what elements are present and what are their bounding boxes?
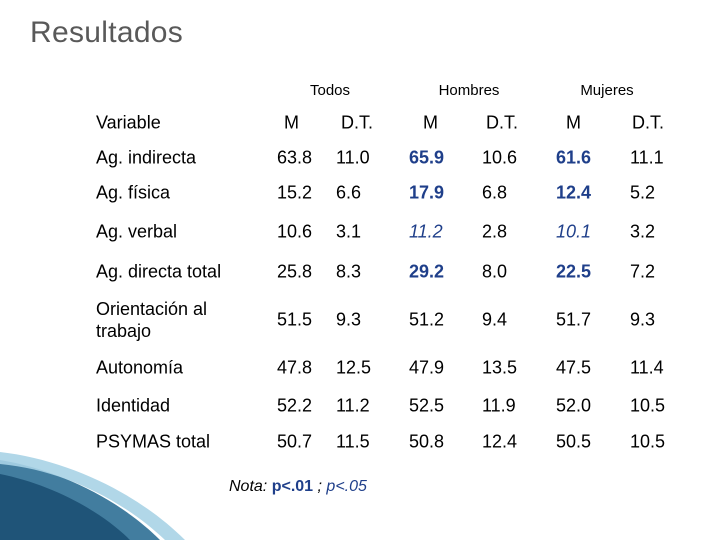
- row-label: Autonomía: [96, 357, 184, 378]
- slide-title: Resultados: [30, 16, 184, 49]
- group-header-mujeres: Mujeres: [580, 82, 634, 99]
- header-m-hombres: M: [423, 112, 438, 133]
- table-cell: 51.2: [409, 309, 445, 330]
- table-cell: 65.9: [409, 147, 445, 168]
- table-cell: 9.3: [336, 309, 362, 330]
- note-bold-part: p<.01: [271, 478, 314, 495]
- table-cell: 3.1: [336, 221, 362, 242]
- table-row: Autonomía 47.8 12.5 47.9 13.5 47.5 11.4: [0, 358, 720, 398]
- table-cell: 12.4: [482, 431, 518, 452]
- table-cell: 11.2: [336, 395, 370, 416]
- table-cell: 47.8: [277, 357, 313, 378]
- table-cell: 63.8: [277, 147, 313, 168]
- table-header-row: Variable M D.T. M D.T. M D.T.: [0, 113, 720, 153]
- table-cell: 15.2: [277, 182, 313, 203]
- header-dt-hombres: D.T.: [486, 112, 519, 133]
- table-cell: 47.9: [409, 357, 445, 378]
- header-variable: Variable: [96, 112, 161, 133]
- group-header-todos: Todos: [309, 82, 351, 99]
- row-label: PSYMAS total: [96, 431, 211, 452]
- table-cell: 10.5: [630, 431, 666, 452]
- table-cell: 7.2: [630, 261, 656, 282]
- table-cell: 11.5: [336, 431, 370, 452]
- table-cell: 11.9: [482, 395, 516, 416]
- table-cell: 11.1: [630, 147, 664, 168]
- note-separator: ;: [317, 478, 322, 495]
- table-cell: 51.5: [277, 309, 313, 330]
- table-row: Ag. física 15.2 6.6 17.9 6.8 12.4 5.2: [0, 183, 720, 223]
- table-cell: 17.9: [409, 182, 445, 203]
- table-cell: 22.5: [556, 261, 592, 282]
- table-cell: 10.6: [482, 147, 518, 168]
- table-row: Ag. verbal 10.6 3.1 11.2 2.8 10.1 3.2: [0, 222, 720, 262]
- table-cell: 52.5: [409, 395, 445, 416]
- table-row: Orientación al trabajo 51.5 9.3 51.2 9.4 51.7…: [0, 299, 720, 350]
- table-cell: 50.5: [556, 431, 592, 452]
- header-dt-mujeres: D.T.: [632, 112, 665, 133]
- table-cell: 13.5: [482, 357, 518, 378]
- table-cell: 61.6: [556, 147, 592, 168]
- note-prefix: Nota:: [229, 478, 268, 495]
- table-cell: 12.4: [556, 182, 592, 203]
- table-cell: 29.2: [409, 261, 445, 282]
- table-cell: 11.0: [336, 147, 370, 168]
- table-cell: 25.8: [277, 261, 313, 282]
- table-cell: 9.3: [630, 309, 656, 330]
- table-cell: 50.7: [277, 431, 313, 452]
- row-label: Ag. verbal: [96, 221, 178, 242]
- table-cell: 10.1: [556, 221, 592, 242]
- table-cell: 10.6: [277, 221, 313, 242]
- row-label: Ag. indirecta: [96, 147, 197, 168]
- table-row: Ag. directa total 25.8 8.3 29.2 8.0 22.5 7.2: [0, 262, 720, 302]
- table-cell: 11.2: [409, 221, 443, 242]
- table-cell: 10.5: [630, 395, 666, 416]
- table-note: Nota: p<.01 ; p<.05: [229, 478, 367, 496]
- table-cell: 52.0: [556, 395, 592, 416]
- table-cell: 6.8: [482, 182, 508, 203]
- table-cell: 51.7: [556, 309, 592, 330]
- table-cell: 47.5: [556, 357, 592, 378]
- decorative-swoosh: [0, 452, 185, 540]
- header-dt-todos: D.T.: [341, 112, 374, 133]
- table-cell: 2.8: [482, 221, 508, 242]
- table-cell: 8.3: [336, 261, 362, 282]
- note-italic-part: p<.05: [326, 478, 367, 495]
- table-cell: 6.6: [336, 182, 362, 203]
- table-row: Identidad 52.2 11.2 52.5 11.9 52.0 10.5: [0, 396, 720, 436]
- table-row: Ag. indirecta 63.8 11.0 65.9 10.6 61.6 11.1: [0, 148, 720, 188]
- table-cell: 12.5: [336, 357, 372, 378]
- header-m-mujeres: M: [566, 112, 581, 133]
- table-cell: 5.2: [630, 182, 656, 203]
- row-label: Ag. directa total: [96, 261, 222, 282]
- table-cell: 52.2: [277, 395, 313, 416]
- table-cell: 50.8: [409, 431, 445, 452]
- group-header-hombres: Hombres: [438, 82, 500, 99]
- row-label: Identidad: [96, 395, 171, 416]
- header-m-todos: M: [284, 112, 299, 133]
- row-label: Ag. física: [96, 182, 171, 203]
- table-row: PSYMAS total 50.7 11.5 50.8 12.4 50.5 10.5: [0, 432, 720, 472]
- table-cell: 9.4: [482, 309, 508, 330]
- row-label: Orientación al trabajo: [96, 299, 208, 341]
- table-cell: 3.2: [630, 221, 656, 242]
- table-cell: 11.4: [630, 357, 664, 378]
- table-cell: 8.0: [482, 261, 508, 282]
